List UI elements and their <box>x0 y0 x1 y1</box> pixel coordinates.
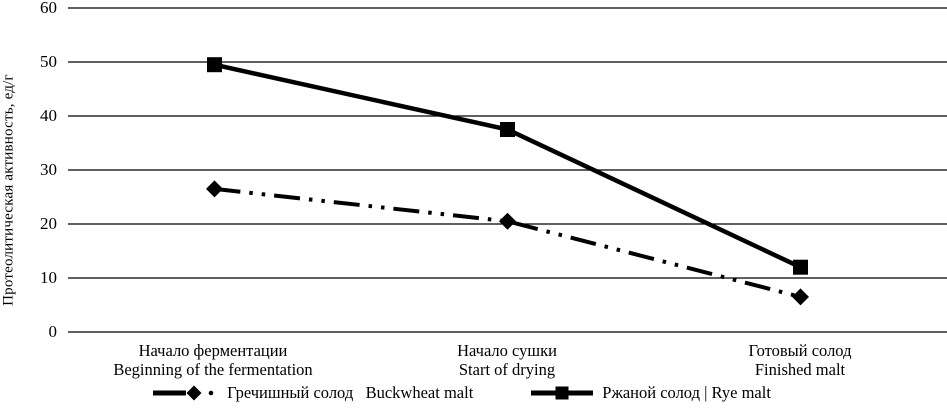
y-tick-label-10: 10 <box>40 268 57 287</box>
solid-square-line-icon <box>531 386 594 400</box>
y-tick-label-0: 0 <box>48 322 58 341</box>
category-label-drying: Начало сушки Start of drying <box>457 341 557 379</box>
legend-item-rye: Ржаной солод | Rye malt <box>531 383 771 403</box>
category-label-ru: Готовый солод <box>748 341 852 360</box>
buckwheat-marker-1 <box>499 212 516 230</box>
y-tick-label-40: 40 <box>40 106 57 125</box>
buckwheat-marker-2 <box>792 288 809 306</box>
legend: Гречишный солод Buckwheat malt Ржаной со… <box>0 381 935 405</box>
category-label-ru: Начало ферментации <box>138 341 288 360</box>
buckwheat-marker-0 <box>206 180 223 198</box>
category-label-en: Beginning of the fermentation <box>113 360 313 379</box>
legend-label-rye: Ржаной солод | Rye malt <box>602 383 771 402</box>
category-label-en: Start of drying <box>458 360 556 379</box>
category-label-fermentation: Начало ферментации Beginning of the ferm… <box>113 341 312 379</box>
rye-marker-1 <box>500 122 515 137</box>
y-tick-label-20: 20 <box>40 214 57 233</box>
series-buckwheat-line <box>214 186 801 299</box>
series-rye-line <box>214 62 802 270</box>
category-label-finished: Готовый солод Finished malt <box>749 341 852 379</box>
legend-item-buckwheat: Гречишный солод Buckwheat malt <box>152 383 473 403</box>
category-label-ru: Начало сушки <box>457 341 557 360</box>
dash-dot-diamond-line-icon <box>153 385 214 401</box>
rye-marker-2 <box>793 259 808 275</box>
rye-marker-0 <box>207 57 222 73</box>
category-label-en: Finished malt <box>754 360 846 379</box>
y-tick-label-30: 30 <box>40 160 57 179</box>
y-tick-label-50: 50 <box>40 52 57 71</box>
y-tick-label-60: 60 <box>40 0 57 17</box>
legend-label-buckwheat: Гречишный солод Buckwheat malt <box>227 383 474 402</box>
